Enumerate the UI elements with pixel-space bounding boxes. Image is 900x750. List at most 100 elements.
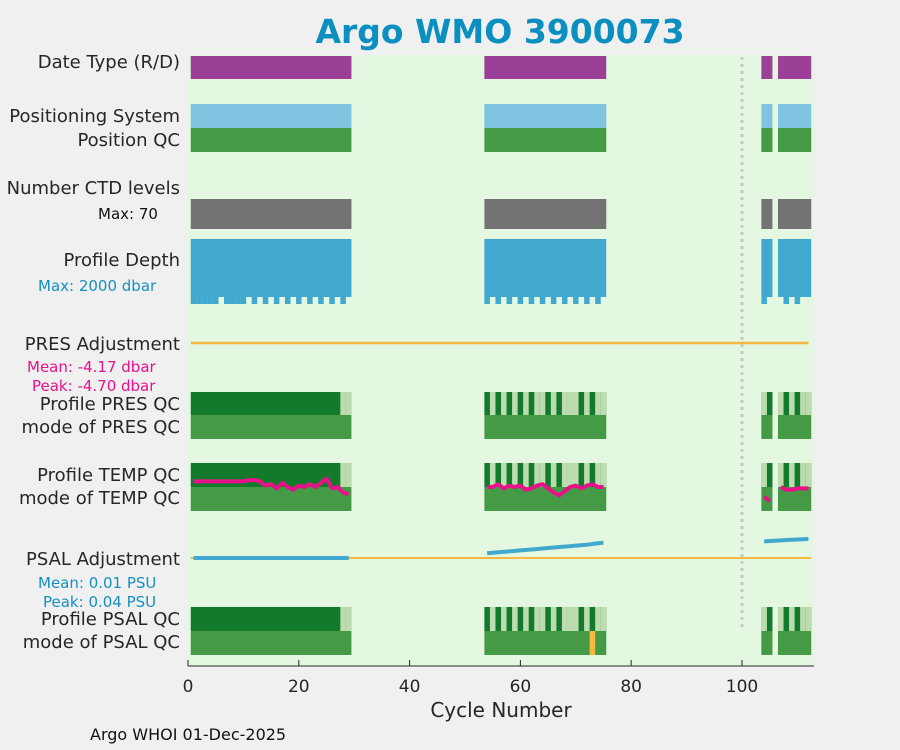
profile-depth-notch: [528, 297, 535, 304]
profile-depth-notch: [561, 297, 568, 304]
profile-depth-notch: [307, 297, 313, 304]
profile-depth-notch: [224, 297, 230, 304]
temp-adjustment-line: [193, 476, 350, 496]
position-qc-bar: [777, 128, 812, 152]
profile-temp-qc-bar-light-cell: [550, 463, 557, 487]
label-mode-temp-qc: mode of TEMP QC: [18, 488, 180, 509]
profile-psal-qc-bar-light-cell: [800, 607, 806, 631]
profile-temp-qc-bar-light-cell: [561, 463, 568, 487]
profile-psal-qc-bar-light-cell: [600, 607, 607, 631]
footer-credit: Argo WHOI 01-Dec-2025: [90, 725, 287, 744]
date-type-bar: [484, 56, 607, 79]
profile-depth-notch: [783, 297, 790, 304]
psal-adjustment-line: [486, 540, 604, 556]
positioning-system-bar: [484, 104, 607, 128]
profile-psal-qc-bar-light-cell: [345, 607, 352, 631]
label-mode-pres-qc: mode of PRES QC: [21, 417, 180, 438]
profile-depth-notch: [229, 297, 236, 304]
profile-temp-qc-bar-light-cell: [345, 463, 352, 487]
profile-pres-qc-bar-light-cell: [777, 392, 784, 415]
position-qc-bar: [484, 128, 607, 152]
profile-depth-notch: [196, 297, 202, 304]
profile-psal-qc-bar-light-cell: [761, 607, 767, 631]
max-depth: Max: 2000 dbar: [38, 277, 157, 295]
profile-psal-qc-bar-light-cell: [595, 607, 601, 631]
profile-pres-qc-bar-light-cell: [523, 392, 529, 415]
profile-temp-qc-bar-light-cell: [340, 463, 346, 487]
mode-pres-qc-bar: [777, 415, 812, 439]
max-ctd-levels: Max: 70: [98, 205, 158, 223]
profile-depth-notch: [318, 297, 324, 304]
pres-mean: Mean: -4.17 dbar: [27, 358, 156, 376]
mode-psal-qc-bar: [190, 631, 352, 655]
profile-depth-notch: [794, 297, 801, 304]
profile-depth-notch: [235, 297, 241, 304]
profile-pres-qc-bar-light-cell: [512, 392, 518, 415]
psal-peak: Peak: 0.04 PSU: [43, 593, 157, 611]
profile-pres-qc-bar-light-cell: [761, 392, 767, 415]
profile-psal-qc-bar-light-cell: [567, 607, 574, 631]
date-type-bar: [190, 56, 352, 79]
profile-pres-qc-bar-light-cell: [501, 392, 507, 415]
profile-pres-qc-bar-light-cell: [489, 392, 496, 415]
profile-depth-notch: [539, 297, 546, 304]
profile-pres-qc-bar-light-cell: [539, 392, 546, 415]
profile-temp-qc-bar-light-cell: [805, 463, 812, 487]
mode-psal-qc-bar: [484, 631, 607, 655]
temp-adjustment-line: [779, 485, 809, 492]
profile-temp-qc-bar-light-cell: [800, 463, 806, 487]
label-psal-adjustment: PSAL Adjustment: [25, 549, 180, 570]
profile-temp-qc-bar-light-cell: [523, 463, 529, 487]
profile-pres-qc-bar-light-cell: [584, 392, 590, 415]
profile-temp-qc-bar-light-cell: [534, 463, 540, 487]
profile-depth-notch: [201, 297, 208, 304]
mode-pres-qc-bar: [484, 415, 607, 439]
profile-depth-bar: [777, 239, 812, 297]
position-qc-bar: [761, 128, 773, 152]
data-bars: [190, 56, 812, 655]
profile-pres-qc-bar-light-cell: [805, 392, 812, 415]
profile-temp-qc-bar-light-cell: [539, 463, 546, 487]
profile-temp-qc-bar-light-cell: [573, 463, 579, 487]
profile-depth-notch: [550, 297, 557, 304]
profile-depth-notch: [273, 297, 280, 304]
label-date-type: Date Type (R/D): [37, 52, 180, 73]
label-mode-psal-qc: mode of PSAL QC: [22, 632, 180, 653]
ctd-levels-bar: [777, 199, 812, 229]
label-pres-adjustment: PRES Adjustment: [24, 334, 180, 355]
psal-adjustment-line: [764, 537, 809, 544]
label-profile-psal-qc: Profile PSAL QC: [40, 609, 180, 630]
positioning-system-bar: [777, 104, 812, 128]
ctd-levels-bar: [484, 199, 607, 229]
profile-depth-bar: [484, 239, 607, 297]
profile-pres-qc-bar-light-cell: [345, 392, 352, 415]
x-tick-label: 0: [183, 677, 194, 697]
profile-pres-qc-bar-light-cell: [534, 392, 540, 415]
profile-depth-notch: [284, 297, 291, 304]
profile-pres-qc-bar: [190, 392, 352, 415]
profile-pres-qc-bar-light-cell: [550, 392, 557, 415]
profile-temp-qc-bar-light-cell: [600, 463, 607, 487]
mode-psal-qc-bar: [761, 631, 773, 655]
x-tick-label: 40: [399, 677, 421, 697]
profile-depth-notch: [340, 297, 346, 304]
date-type-bar: [777, 56, 812, 79]
label-profile-pres-qc: Profile PRES QC: [39, 394, 180, 415]
profile-pres-qc-bar-light-cell: [600, 392, 607, 415]
profile-temp-qc-bar-light-cell: [761, 463, 767, 487]
profile-depth-notch: [761, 297, 767, 304]
profile-depth-notch: [506, 297, 513, 304]
data-lines: [190, 57, 812, 628]
profile-depth-notch: [190, 297, 197, 304]
profile-temp-qc-bar-light-cell: [595, 463, 601, 487]
profile-psal-qc-bar: [190, 607, 352, 631]
profile-psal-qc-bar-light-cell: [550, 607, 557, 631]
x-tick-label: 20: [288, 677, 310, 697]
plot-area: [188, 55, 814, 666]
profile-temp-qc-bar-light-cell: [512, 463, 518, 487]
profile-depth-notch: [495, 297, 501, 304]
profile-psal-qc-bar-light-cell: [539, 607, 546, 631]
profile-temp-qc-bar-light-cell: [584, 463, 590, 487]
ctd-levels-bar: [761, 199, 773, 229]
